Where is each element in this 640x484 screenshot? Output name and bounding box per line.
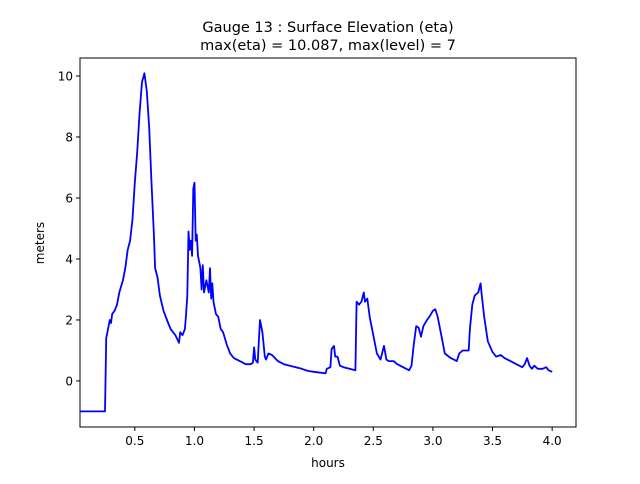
- x-tick-label: 2.5: [364, 434, 383, 448]
- plot-frame: [79, 57, 577, 428]
- chart-title: Gauge 13 : Surface Elevation (eta): [202, 20, 453, 36]
- x-tick-label: 1.0: [185, 434, 204, 448]
- x-tick-label: 3.5: [483, 434, 502, 448]
- y-tick-label: 8: [65, 130, 73, 144]
- x-tick-label: 3.0: [423, 434, 442, 448]
- x-tick-label: 1.5: [245, 434, 264, 448]
- x-axis-label: hours: [311, 456, 345, 470]
- x-tick-label: 0.5: [125, 434, 144, 448]
- y-tick-label: 0: [65, 374, 73, 388]
- chart-subtitle: max(eta) = 10.087, max(level) = 7: [200, 38, 456, 54]
- y-axis-label: meters: [33, 222, 47, 264]
- x-tick-label: 2.0: [304, 434, 323, 448]
- y-tick-label: 6: [65, 191, 73, 205]
- y-tick-label: 2: [65, 313, 73, 327]
- x-tick-label: 4.0: [543, 434, 562, 448]
- eta-series-line: [80, 72, 553, 413]
- y-tick-label: 10: [58, 69, 73, 83]
- y-tick-label: 4: [65, 252, 73, 266]
